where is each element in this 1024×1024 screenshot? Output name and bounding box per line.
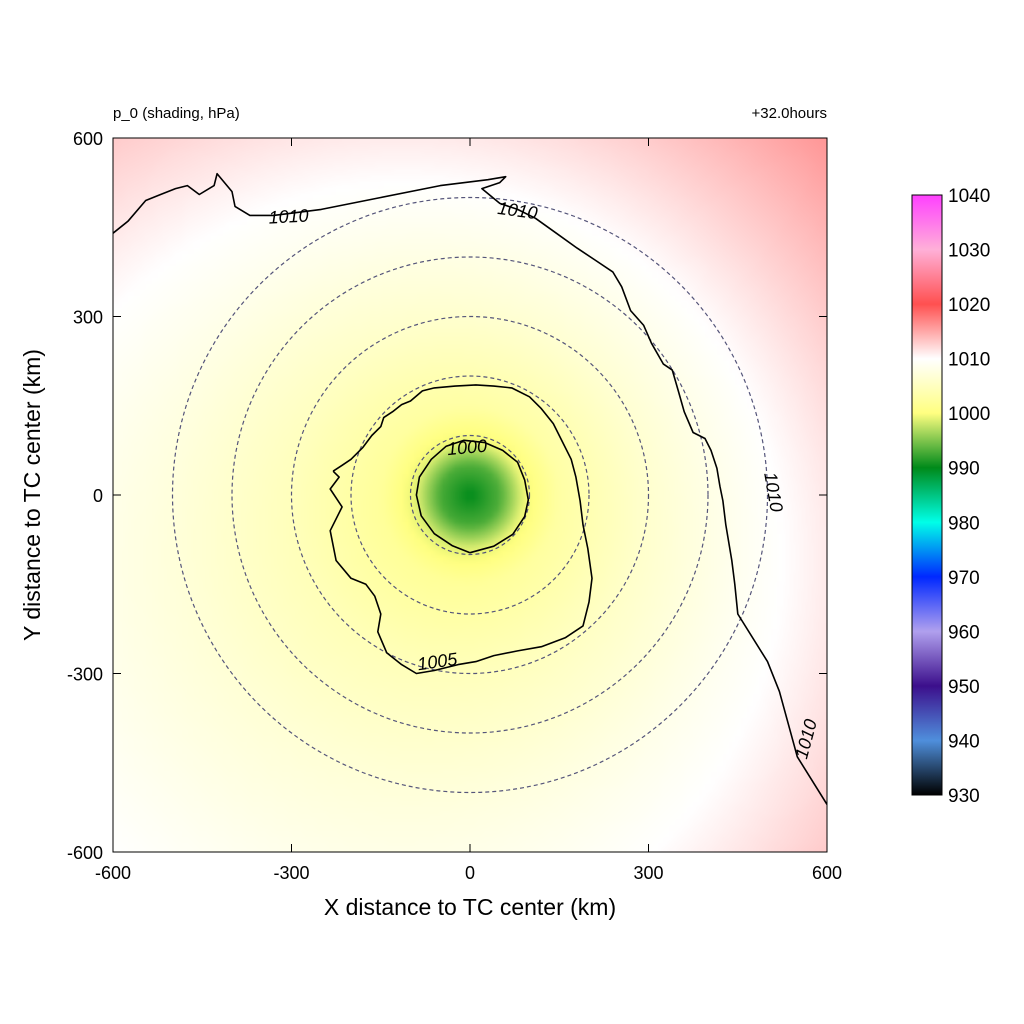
colorbar-bar (911, 194, 943, 796)
colorbar-tick-label: 1000 (948, 404, 990, 425)
title-left: p_0 (shading, hPa) (113, 105, 240, 122)
colorbar: 1040 1030 1020 1010 1000 990 980 970 960 950 940 93… (911, 186, 990, 807)
colorbar-tick-label: 1040 (948, 186, 990, 207)
contour-label-1010: 1010 (268, 206, 309, 228)
title-right: +32.0hours (752, 105, 827, 122)
contour-1010 (113, 172, 827, 805)
range-rings (171, 196, 769, 794)
colorbar-tick-label: 970 (948, 568, 980, 589)
colorbar-tick-label: 960 (948, 622, 980, 643)
contour-label-1000: 1000 (446, 436, 488, 459)
range-ring-400km (231, 256, 709, 734)
colorbar-tick-label: 990 (948, 459, 980, 480)
colorbar-tick-label: 950 (948, 677, 980, 698)
y-axis-title: Y distance to TC center (km) (19, 349, 45, 641)
x-axis-title: X distance to TC center (km) (324, 894, 616, 920)
colorbar-tick-label: 940 (948, 731, 980, 752)
colorbar-tick-label: 930 (948, 786, 980, 807)
colorbar-tick-label: 1030 (948, 241, 990, 262)
x-tick-label: -300 (273, 863, 309, 883)
contour-1000 (415, 439, 530, 554)
y-tick-label: 0 (93, 486, 103, 506)
range-ring-100km (409, 434, 531, 556)
colorbar-tick-label: 1010 (948, 350, 990, 371)
pressure-contours (113, 172, 827, 805)
y-tick-label: -300 (67, 665, 103, 685)
pressure-shading (113, 138, 827, 852)
y-tick-label: -600 (67, 843, 103, 863)
colorbar-tick-label: 980 (948, 513, 980, 534)
range-ring-500km (171, 196, 769, 794)
x-tick-label: -600 (95, 863, 131, 883)
y-tick-label: 300 (73, 308, 103, 328)
x-axis-ticks: -600 -300 0 300 600 (95, 138, 842, 883)
colorbar-ticks: 1040 1030 1020 1010 1000 990 980 970 960 950 940 93… (948, 186, 990, 807)
y-tick-label: 600 (73, 129, 103, 149)
x-tick-label: 300 (633, 863, 663, 883)
x-tick-label: 600 (812, 863, 842, 883)
range-ring-200km (350, 375, 590, 615)
contour-1005 (329, 384, 593, 675)
colorbar-tick-label: 1020 (948, 295, 990, 316)
x-tick-label: 0 (465, 863, 475, 883)
y-axis-ticks: 600 300 0 -300 -600 (67, 129, 827, 863)
range-ring-300km (290, 315, 650, 675)
